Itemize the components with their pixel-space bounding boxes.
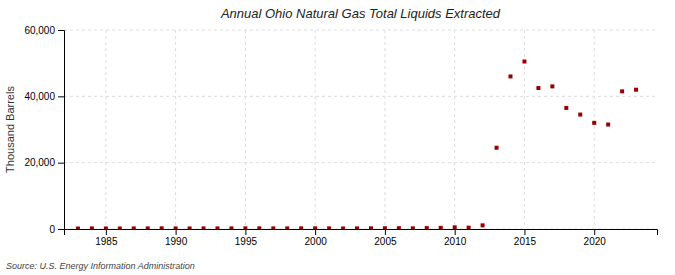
x-tick: 1990 <box>165 229 188 247</box>
point <box>467 226 471 229</box>
y-axis: 0 20,000 40,000 60,000 <box>24 25 64 235</box>
point <box>257 226 261 229</box>
y-tick: 0 <box>49 224 64 235</box>
point <box>425 226 429 229</box>
point <box>271 226 275 229</box>
x-tick: 2015 <box>514 229 537 247</box>
x-tick: 2020 <box>584 229 607 247</box>
tick-label: 1990 <box>165 236 188 247</box>
tick-label: 0 <box>49 224 55 235</box>
point <box>132 226 136 229</box>
point <box>397 226 401 229</box>
point <box>118 226 122 229</box>
tick-mark <box>58 163 64 164</box>
grid-line <box>64 30 657 31</box>
point <box>522 60 526 64</box>
point <box>313 226 317 229</box>
tick-mark <box>385 229 386 235</box>
tick-label: 2010 <box>444 236 467 247</box>
axis-line <box>65 230 658 236</box>
tick-mark <box>524 229 525 235</box>
point <box>215 226 219 229</box>
x-tick: 2000 <box>305 229 328 247</box>
point <box>90 226 94 229</box>
point <box>411 226 415 229</box>
tick-mark <box>455 229 456 235</box>
source-note: Source: U.S. Energy Information Administ… <box>6 261 195 271</box>
y-tick: 40,000 <box>24 91 64 102</box>
y-axis-title: Thousand Barrels <box>4 86 16 173</box>
x-tick: 2010 <box>444 229 467 247</box>
tick-label: 20,000 <box>24 157 55 168</box>
point <box>481 223 485 227</box>
point <box>174 226 178 229</box>
x-axis: 1985 1990 1995 2000 2005 2010 2015 2020 <box>65 229 658 247</box>
grid-line <box>315 30 316 229</box>
point <box>76 227 80 229</box>
grid-line <box>384 30 385 229</box>
tick-label: 2015 <box>514 236 537 247</box>
point <box>439 226 443 229</box>
point <box>327 226 331 229</box>
x-tick: 2005 <box>374 229 397 247</box>
point <box>564 106 568 110</box>
tick-mark <box>106 229 107 235</box>
grid <box>64 30 657 229</box>
y-tick: 20,000 <box>24 157 64 168</box>
point <box>592 121 596 125</box>
point <box>606 123 610 127</box>
tick-mark <box>315 229 316 235</box>
tick-mark <box>58 30 64 31</box>
point <box>578 113 582 117</box>
tick-label: 2000 <box>305 236 328 247</box>
tick-label: 60,000 <box>24 25 55 36</box>
point <box>620 89 624 93</box>
tick-label: 2020 <box>584 236 607 247</box>
tick-mark <box>58 229 64 230</box>
point <box>229 226 233 229</box>
grid-line <box>594 30 595 229</box>
point <box>243 226 247 229</box>
point <box>369 226 373 229</box>
point <box>550 84 554 88</box>
point <box>160 226 164 229</box>
tick-label: 1985 <box>95 236 118 247</box>
tick-label: 1995 <box>235 236 258 247</box>
tick-mark <box>245 229 246 235</box>
point <box>341 226 345 229</box>
point <box>285 226 289 229</box>
point <box>355 226 359 229</box>
tick-label: 2005 <box>374 236 397 247</box>
title: Annual Ohio Natural Gas Total Liquids Ex… <box>220 6 501 21</box>
point <box>536 86 540 90</box>
grid-line <box>454 30 455 229</box>
tick-mark <box>594 229 595 235</box>
axis-line <box>58 31 65 230</box>
point <box>495 146 499 150</box>
grid-line <box>245 30 246 229</box>
y-tick: 60,000 <box>24 25 64 36</box>
point <box>508 74 512 78</box>
point <box>188 226 192 229</box>
point <box>634 88 638 92</box>
tick-mark <box>58 96 64 97</box>
point <box>383 226 387 229</box>
chart: 1985 1990 1995 2000 2005 2010 2015 2020 0 20,000 4… <box>0 0 675 275</box>
point <box>146 226 150 229</box>
tick-label: 40,000 <box>24 91 55 102</box>
grid-line <box>64 162 657 163</box>
point <box>453 225 457 229</box>
tick-mark <box>176 229 177 235</box>
grid-line <box>105 30 106 229</box>
point <box>202 226 206 229</box>
x-tick: 1995 <box>235 229 258 247</box>
x-tick: 1985 <box>95 229 118 247</box>
grid-line <box>175 30 176 229</box>
points <box>76 60 638 229</box>
point <box>104 226 108 229</box>
plot: 1985 1990 1995 2000 2005 2010 2015 2020 0 20,000 4… <box>24 25 657 247</box>
grid-line <box>64 96 657 97</box>
point <box>299 226 303 229</box>
